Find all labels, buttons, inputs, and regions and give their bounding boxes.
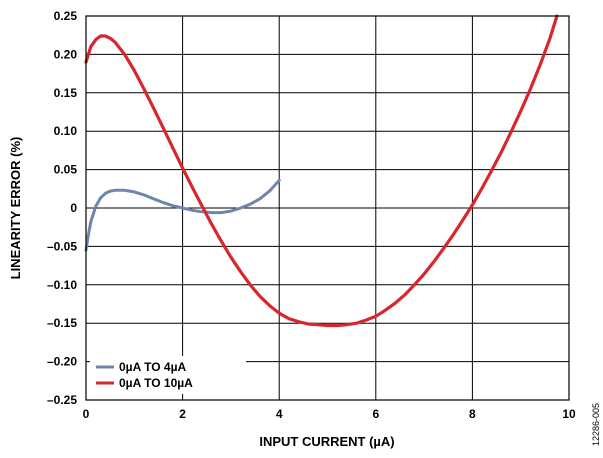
- x-tick-label: 4: [276, 407, 283, 421]
- x-tick-labels: 0 2 4 6 8 10: [83, 407, 576, 421]
- x-axis-title: INPUT CURRENT (µA): [259, 434, 394, 449]
- y-tick-labels: 0.25 0.20 0.15 0.10 0.05 0 –0.05 –0.10 –0.15 –0.2…: [47, 9, 77, 407]
- grid-lines: [86, 16, 569, 400]
- x-tick-label: 6: [372, 407, 379, 421]
- y-tick-label: 0.20: [54, 47, 78, 61]
- y-tick-label: 0.05: [54, 163, 78, 177]
- series-line-0: [84, 178, 281, 252]
- y-axis-title: LINEARITY ERROR (%): [8, 137, 23, 280]
- legend-box: [90, 356, 246, 394]
- y-tick-label: –0.05: [47, 239, 77, 253]
- x-tick-label: 10: [562, 407, 576, 421]
- y-tick-label: –0.15: [47, 316, 77, 330]
- x-tick-label: 8: [469, 407, 476, 421]
- x-tick-label: 0: [83, 407, 90, 421]
- figure-id: 12286-005: [591, 403, 601, 446]
- y-tick-label: 0.15: [54, 86, 78, 100]
- y-tick-label: 0.10: [54, 124, 78, 138]
- series-layer: [84, 14, 559, 328]
- legend: 0µA TO 4µA 0µA TO 10µA: [90, 356, 246, 394]
- y-tick-label: 0: [70, 201, 77, 215]
- y-tick-label: –0.20: [47, 355, 77, 369]
- legend-label-0-10ua: 0µA TO 10µA: [119, 376, 193, 390]
- y-tick-label: –0.10: [47, 278, 77, 292]
- legend-label-0-4ua: 0µA TO 4µA: [119, 360, 187, 374]
- y-tick-label: –0.25: [47, 393, 77, 407]
- plot-frame: [85, 15, 570, 401]
- series-line-1: [84, 14, 559, 328]
- x-tick-label: 2: [179, 407, 186, 421]
- y-tick-label: 0.25: [54, 9, 78, 23]
